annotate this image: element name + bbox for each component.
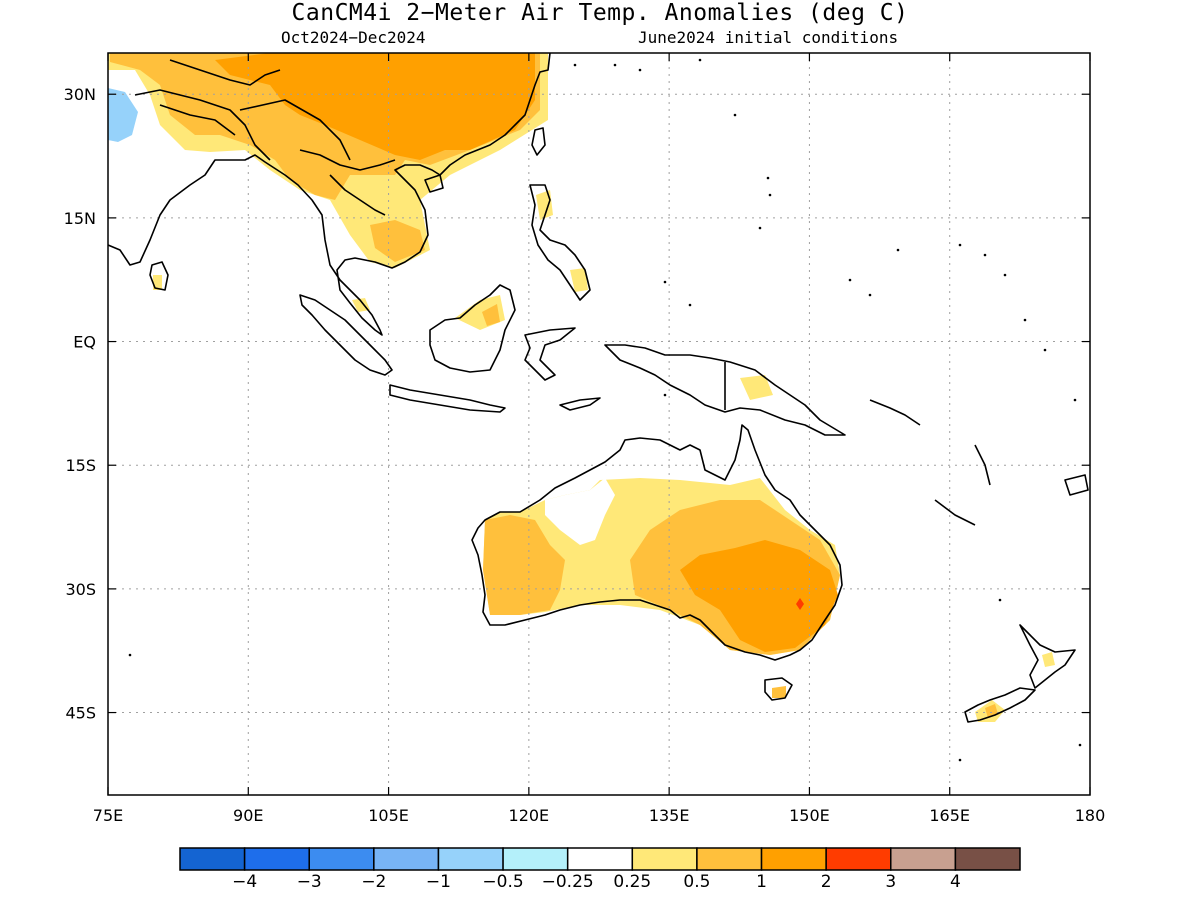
- anomaly-shading: [108, 53, 1055, 722]
- colorbar-swatch: [245, 848, 310, 870]
- lat-tick-label: 15N: [64, 209, 96, 228]
- tasmania-shade: [772, 686, 786, 698]
- graticule: [108, 53, 1090, 795]
- colorbar-label: −0.25: [542, 872, 594, 892]
- lat-tick-label: 15S: [65, 456, 96, 475]
- colorbar: −4 −3 −2 −1 −0.5 −0.25 0.25 0.5 1 2 3 4: [180, 848, 1020, 892]
- axis-tick-labels: 75E 90E 105E 120E 135E 150E 165E 180 30N 15N EQ 15S…: [64, 85, 1106, 825]
- sulawesi-coast: [525, 328, 575, 380]
- png-shade: [740, 375, 773, 400]
- colorbar-label: 3: [885, 872, 896, 892]
- colorbar-label: −2: [361, 872, 386, 892]
- lon-tick-label: 165E: [929, 806, 970, 825]
- melanesia-coast: [870, 400, 1088, 525]
- nz-south-coast: [965, 688, 1035, 722]
- colorbar-swatch: [955, 848, 1020, 870]
- colorbar-swatch: [632, 848, 697, 870]
- colorbar-label: 1: [756, 872, 767, 892]
- colorbar-swatch: [826, 848, 891, 870]
- colorbar-swatch: [309, 848, 374, 870]
- borneo-coast: [430, 285, 515, 372]
- colorbar-label: −4: [232, 872, 257, 892]
- map-frame: [108, 53, 1090, 795]
- sumatra-coast: [300, 295, 392, 375]
- lon-tick-label: 135E: [649, 806, 690, 825]
- colorbar-swatch: [374, 848, 439, 870]
- colorbar-swatch: [568, 848, 633, 870]
- lat-tick-label: EQ: [73, 333, 96, 352]
- lat-tick-label: 45S: [65, 704, 96, 723]
- colorbar-swatch: [503, 848, 568, 870]
- colorbar-swatch: [180, 848, 245, 870]
- lon-tick-label: 105E: [368, 806, 409, 825]
- colorbar-label: −0.5: [482, 872, 523, 892]
- axis-ticks: [108, 53, 1090, 795]
- anomaly-map: 75E 90E 105E 120E 135E 150E 165E 180 30N 15N EQ 15S…: [0, 0, 1200, 900]
- lon-tick-label: 90E: [233, 806, 263, 825]
- lat-tick-label: 30S: [65, 580, 96, 599]
- colorbar-swatch: [762, 848, 827, 870]
- colorbar-swatch: [891, 848, 956, 870]
- colorbar-swatch: [438, 848, 503, 870]
- timor-coast: [560, 398, 600, 410]
- lon-tick-label: 75E: [93, 806, 123, 825]
- lon-tick-label: 150E: [789, 806, 830, 825]
- java-coast: [390, 385, 505, 412]
- taiwan-coast: [532, 128, 545, 155]
- pakistan-cool-shade: [108, 88, 138, 142]
- colorbar-label: 0.25: [613, 872, 651, 892]
- colorbar-label: 2: [821, 872, 832, 892]
- nz-north-shade: [1042, 652, 1055, 667]
- lon-tick-label: 180: [1075, 806, 1106, 825]
- lon-tick-label: 120E: [509, 806, 550, 825]
- lat-tick-label: 30N: [64, 85, 96, 104]
- colorbar-swatch: [697, 848, 762, 870]
- colorbar-label: −3: [297, 872, 322, 892]
- colorbar-label: −1: [426, 872, 451, 892]
- colorbar-label: 4: [950, 872, 961, 892]
- colorbar-label: 0.5: [683, 872, 710, 892]
